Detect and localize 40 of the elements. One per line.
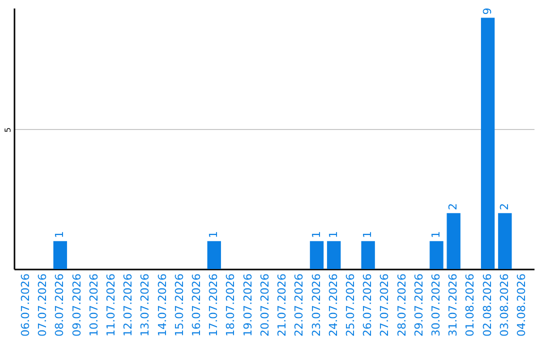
data-label: 1 — [53, 231, 66, 238]
x-tick-label: 16.07.2026 — [190, 274, 204, 336]
x-tick-label: 19.07.2026 — [241, 274, 254, 336]
x-tick-label: 08.07.2026 — [53, 274, 66, 336]
x-tick-label: 29.07.2026 — [412, 274, 426, 336]
data-label: 1 — [310, 231, 323, 238]
x-tick-label: 28.07.2026 — [395, 274, 408, 336]
x-tick-label: 17.07.2026 — [207, 274, 220, 336]
x-tick-label: 07.07.2026 — [36, 274, 50, 336]
y-tick-label: 5 — [4, 127, 12, 132]
x-tick-label: 09.07.2026 — [70, 274, 84, 336]
x-tick-label: 25.07.2026 — [344, 274, 357, 336]
x-tick-label: 22.07.2026 — [292, 274, 306, 336]
data-label: 9 — [480, 8, 494, 15]
x-tick-label: 20.07.2026 — [258, 274, 272, 336]
data-label: 2 — [446, 203, 460, 210]
x-tick-label: 03.08.2026 — [498, 274, 511, 336]
x-tick-label: 21.07.2026 — [276, 274, 289, 336]
data-label: 1 — [207, 231, 220, 238]
x-tick-label: 01.08.2026 — [464, 274, 477, 336]
x-tick-label: 31.07.2026 — [446, 274, 460, 336]
data-label: 1 — [430, 231, 442, 238]
x-tick-label: 12.07.2026 — [122, 274, 135, 336]
x-tick-label: 23.07.2026 — [310, 274, 323, 336]
x-tick-label: 14.07.2026 — [156, 274, 169, 336]
x-tick-label: 24.07.2026 — [326, 274, 340, 336]
x-tick-label: 02.08.2026 — [480, 274, 494, 336]
x-tick-label: 30.07.2026 — [430, 274, 442, 336]
x-tick-label: 11.07.2026 — [104, 274, 118, 336]
x-tick-label: 15.07.2026 — [172, 274, 186, 336]
x-tick-label: 06.07.2026 — [18, 274, 32, 336]
x-tick-label: 27.07.2026 — [378, 274, 392, 336]
data-label: 1 — [361, 231, 374, 238]
x-tick-label: 10.07.2026 — [87, 274, 100, 336]
data-label: 2 — [498, 203, 511, 210]
x-tick-label: 13.07.2026 — [138, 274, 152, 336]
x-tick-label: 18.07.2026 — [224, 274, 238, 336]
data-label: 1 — [326, 231, 340, 238]
x-tick-label: 04.08.2026 — [515, 274, 528, 336]
x-tick-label: 26.07.2026 — [361, 274, 374, 336]
